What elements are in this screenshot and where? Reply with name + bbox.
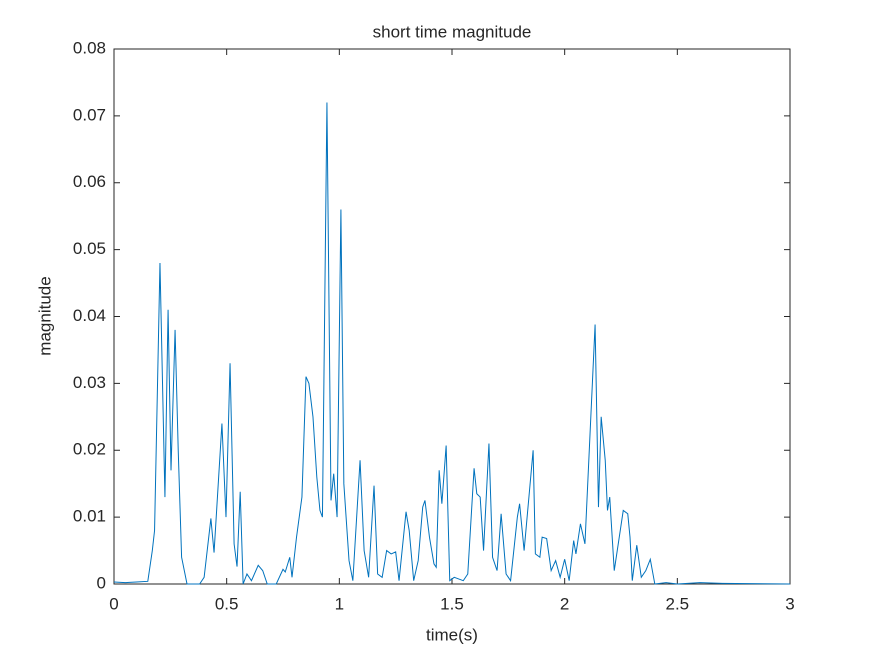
plot-frame (113, 48, 791, 585)
data-line (113, 102, 791, 585)
y-axis-label: magnitude (35, 276, 54, 355)
x-tick-label: 1.5 (440, 594, 464, 613)
y-tick-label: 0.05 (73, 239, 106, 258)
y-tick-label: 0.06 (73, 172, 106, 191)
y-tick-label: 0.08 (73, 38, 106, 57)
y-tick-label: 0 (97, 573, 106, 592)
chart-title: short time magnitude (373, 22, 532, 41)
x-tick-label: 1 (335, 594, 344, 613)
y-tick-label: 0.04 (73, 306, 106, 325)
x-tick-label: 2.5 (666, 594, 690, 613)
y-tick-label: 0.02 (73, 440, 106, 459)
y-tick-label: 0.07 (73, 105, 106, 124)
x-axis-label: time(s) (426, 625, 478, 644)
y-tick-label: 0.03 (73, 373, 106, 392)
x-tick-label: 0.5 (215, 594, 239, 613)
x-tick-label: 0 (109, 594, 118, 613)
y-tick-label: 0.01 (73, 507, 106, 526)
x-tick-label: 2 (560, 594, 569, 613)
x-tick-label: 3 (785, 594, 794, 613)
